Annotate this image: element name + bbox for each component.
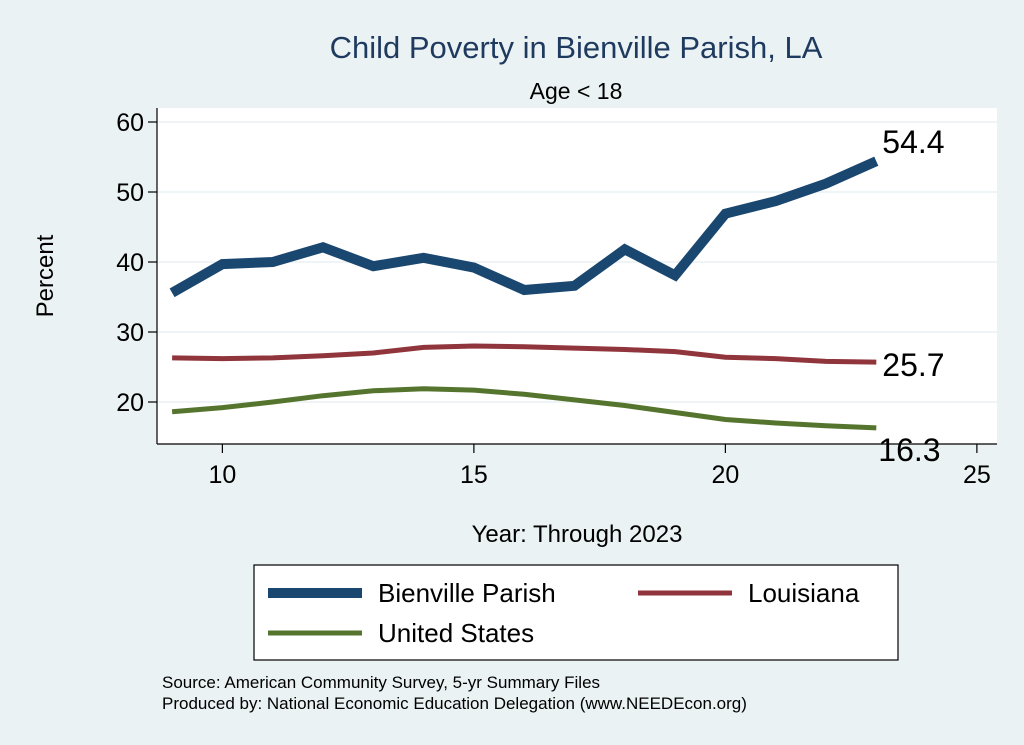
y-tick-label-30: 30	[116, 319, 144, 347]
legend: Bienville Parish Louisiana United States	[253, 564, 899, 661]
chart-title: Child Poverty in Bienville Parish, LA	[330, 30, 823, 65]
legend-items: Bienville Parish Louisiana United States	[268, 578, 860, 648]
y-tick-label-20: 20	[116, 389, 144, 417]
source-note: Source: American Community Survey, 5-yr …	[162, 673, 600, 692]
x-tick-label-20: 20	[711, 461, 739, 489]
x-axis-title: Year: Through 2023	[472, 521, 683, 548]
y-tick-label-60: 60	[116, 109, 144, 137]
end-labels: 54.4 25.7 16.3	[878, 124, 944, 468]
chart-subtitle: Age < 18	[530, 78, 623, 104]
plot-area	[157, 108, 997, 444]
legend-label-bienville-parish: Bienville Parish	[378, 578, 556, 608]
y-tick-label-50: 50	[116, 179, 144, 207]
y-tick-label-40: 40	[116, 249, 144, 277]
legend-label-louisiana: Louisiana	[748, 578, 860, 608]
legend-label-united-states: United States	[378, 618, 534, 648]
series-line-louisiana	[172, 343, 877, 365]
x-tick-label-10: 10	[208, 461, 236, 489]
end-label-louisiana: 25.7	[882, 347, 944, 383]
legend-box	[253, 564, 899, 661]
series-line-bienville-parish	[169, 156, 879, 298]
x-tick-label-15: 15	[460, 461, 488, 489]
end-label-united-states: 16.3	[878, 432, 940, 468]
produced-by-note: Produced by: National Economic Education…	[162, 694, 747, 713]
end-label-bienville-parish: 54.4	[882, 124, 944, 160]
x-tick-label-25: 25	[963, 461, 991, 489]
series-lines	[169, 156, 879, 431]
y-axis-ticks: 20 30 40 50 60	[116, 109, 157, 417]
y-axis-title: Percent	[32, 234, 59, 317]
series-line-united-states	[171, 386, 877, 431]
x-axis-ticks: 10 15 20 25	[208, 444, 991, 489]
